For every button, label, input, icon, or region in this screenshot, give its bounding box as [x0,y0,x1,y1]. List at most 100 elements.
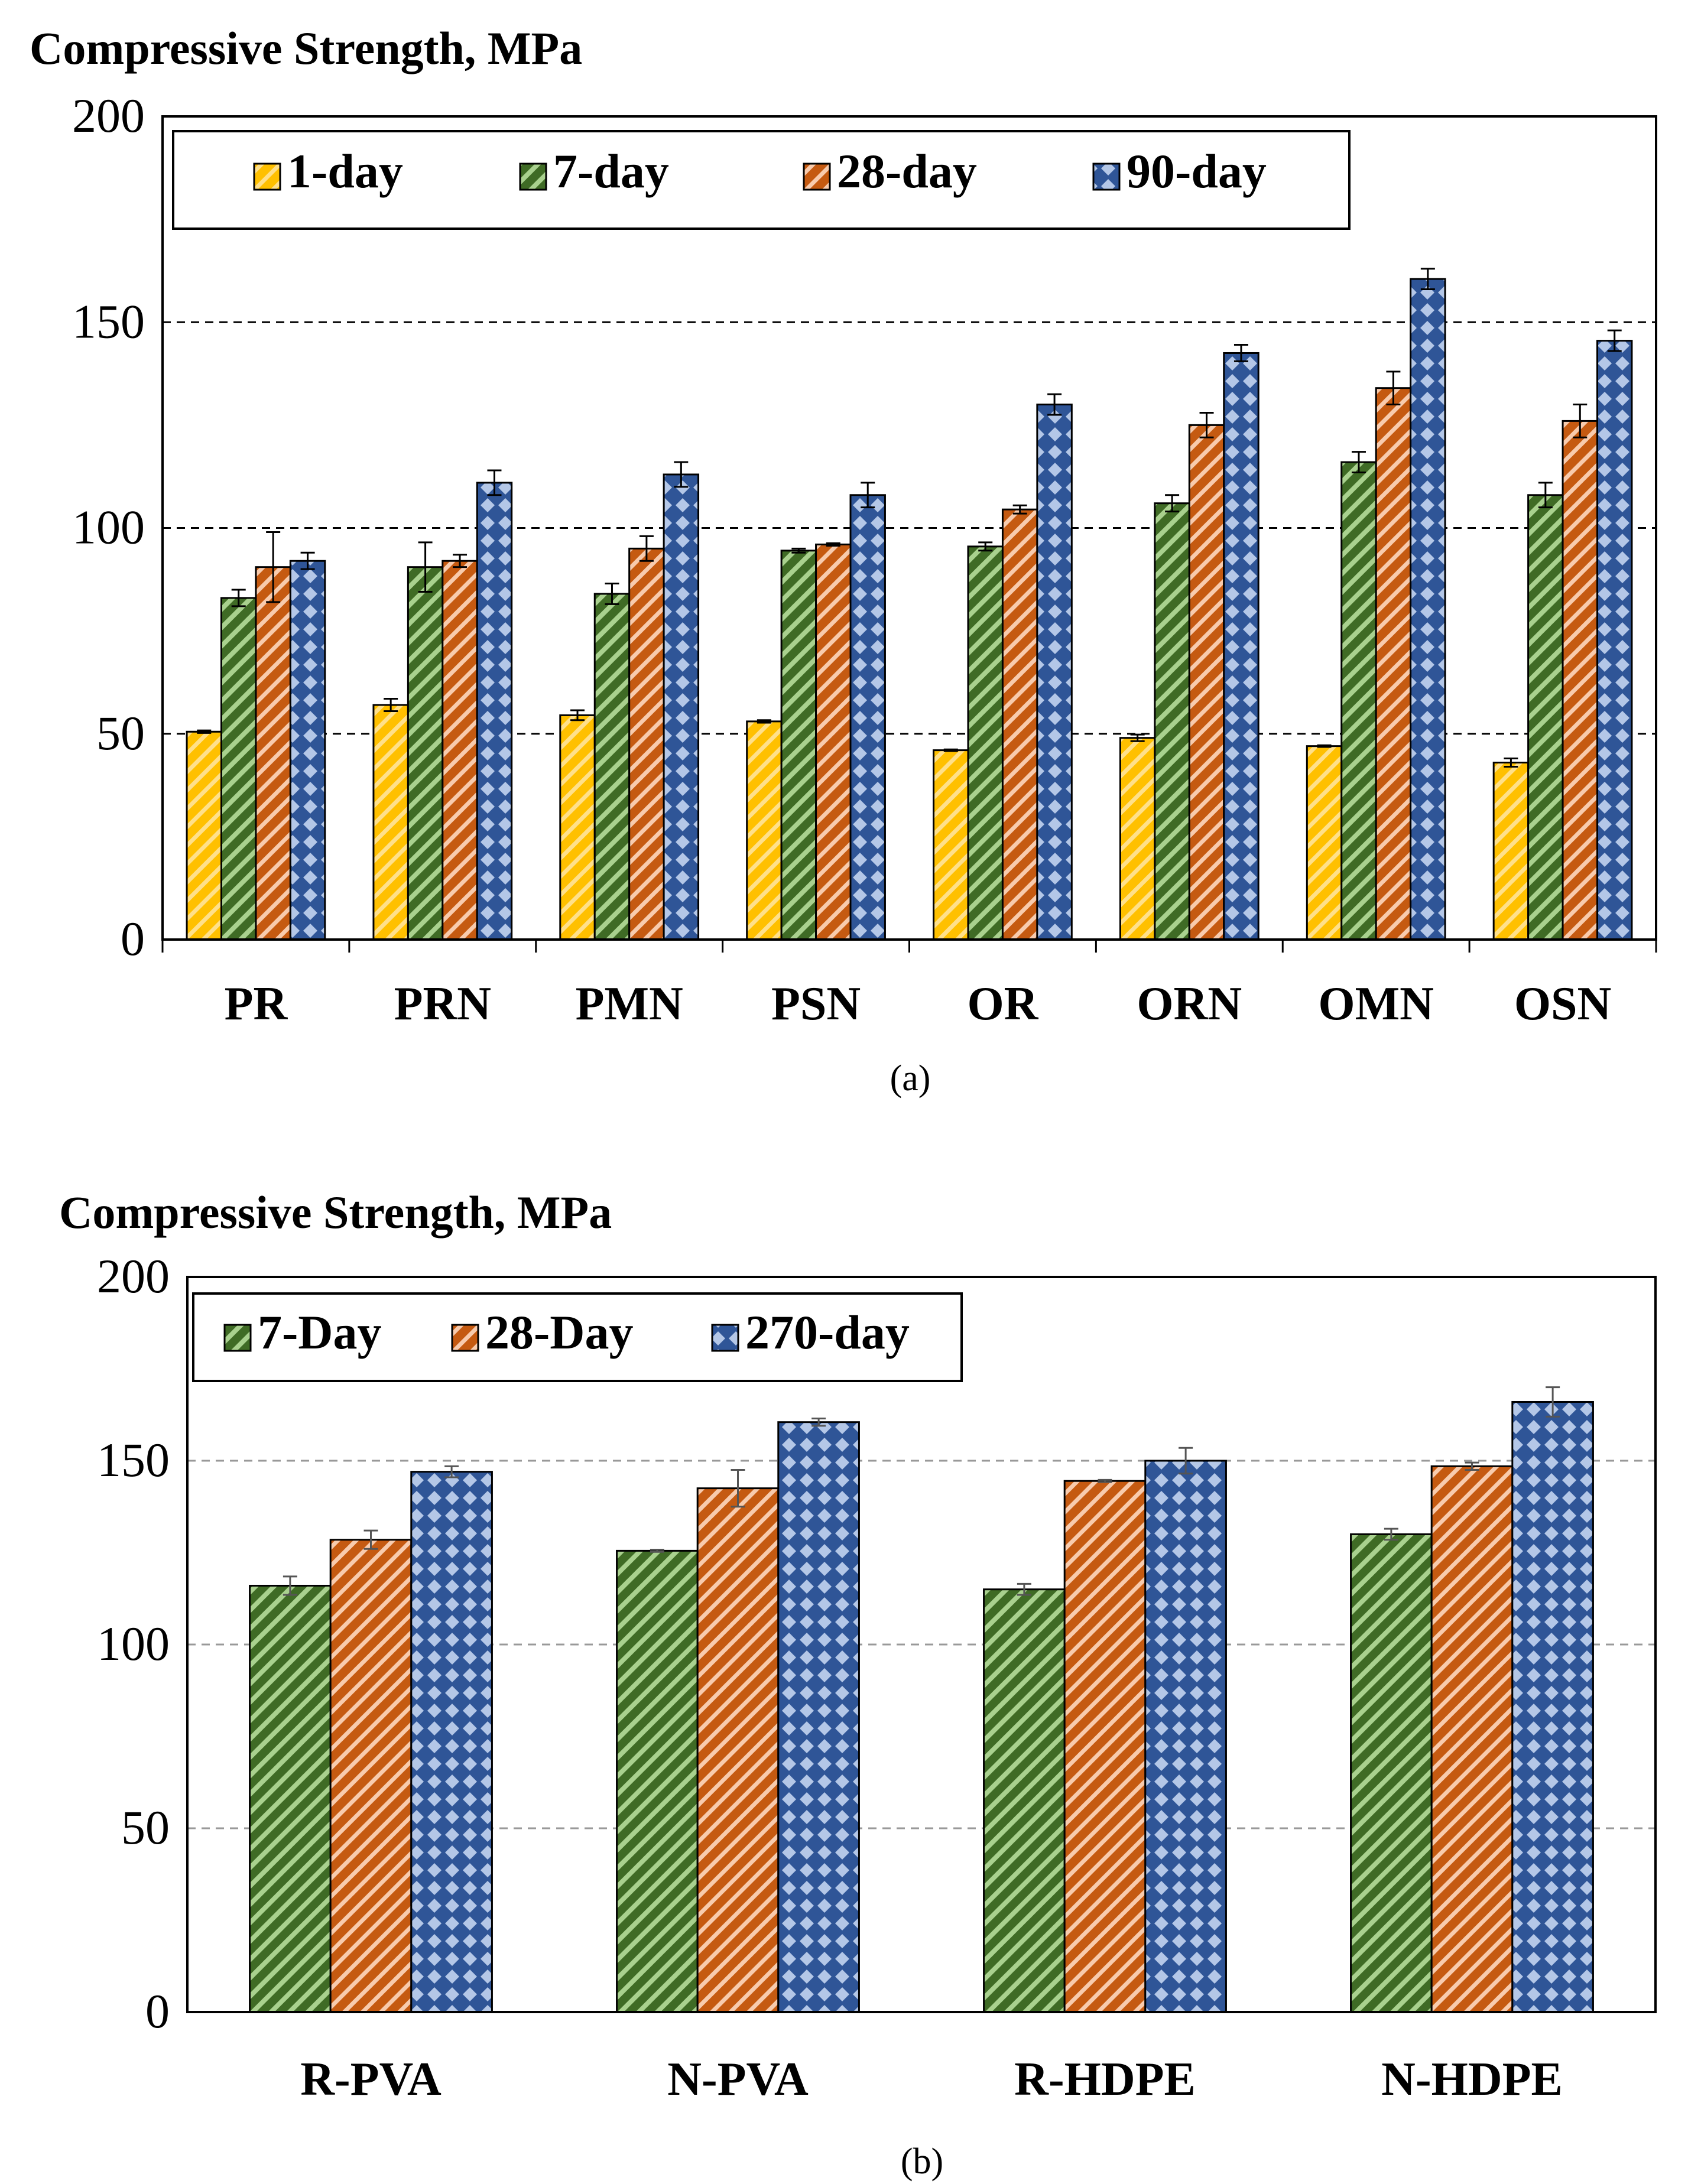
legend-swatch-28-day [451,1324,479,1352]
error-bar-or-28-day [1012,504,1027,515]
x-category-label-pr: PR [225,978,288,1030]
legend-label-270-day: 270-day [745,1305,910,1359]
x-category-label-pmn: PMN [576,978,683,1030]
error-bar-omn-90-day [1420,268,1435,291]
error-bar-n-hdpe-28-day [1465,1461,1479,1471]
bar-or-1-day [933,749,969,941]
y-tick-label-100: 100 [72,500,145,554]
legend-label-7-day: 7-Day [258,1305,382,1359]
chart-b-category-labels: R-PVA N-PVA R-HDPE N-HDPE [300,2053,1563,2105]
error-bar-or-7-day [978,541,993,552]
chart-a-x-ticks [161,940,1657,953]
bar-psn-90-day [849,494,886,941]
y-tick-label-150: 150 [97,1433,170,1487]
bar-psn-28-day [815,543,852,941]
y-tick-label-100: 100 [97,1617,170,1670]
error-bar-orn-90-day [1233,344,1248,362]
error-bar-orn-1-day [1130,733,1145,742]
bar-prn-90-day [476,482,513,941]
legend-label-28-day: 28-Day [485,1305,634,1359]
bar-r-pva-28-day [329,1539,413,2013]
bar-omn-7-day [1340,461,1377,941]
bar-n-pva-28-day [696,1487,780,2013]
y-tick-label-0: 0 [121,912,145,966]
error-bar-n-pva-28-day [731,1469,745,1508]
bar-n-hdpe-270-day [1511,1400,1594,2013]
error-bar-r-hdpe-270-day [1179,1447,1193,1475]
error-bar-n-hdpe-7-day [1384,1528,1398,1541]
chart-b-plot-border [186,1276,1657,2013]
legend-swatch-7-day [223,1324,252,1352]
error-bar-omn-7-day [1351,451,1366,473]
legend-swatch-90-day [1092,162,1121,191]
error-bar-psn-28-day [826,542,840,547]
bar-psn-1-day [746,720,783,941]
y-tick-label-50: 50 [96,706,145,760]
y-tick-label-50: 50 [121,1800,170,1854]
error-bar-prn-7-day [418,541,433,593]
error-bar-omn-28-day [1386,370,1401,406]
error-bar-r-pva-7-day [283,1575,297,1596]
error-bar-prn-1-day [384,698,398,712]
legend-entry-28-day: 28-day [803,144,977,198]
chart-a-legend: 1-day 7-day 28-day 90-day [172,130,1351,230]
chart-a-legend-box [172,130,1351,230]
bar-n-hdpe-7-day [1350,1533,1433,2013]
error-bar-n-pva-7-day [650,1549,664,1553]
error-bar-prn-90-day [487,469,502,496]
x-category-label-n-hdpe: N-HDPE [1381,2053,1563,2105]
chart-a-category-labels: PR PRN PMN PSN OR ORN OMN OSN [225,978,1612,1030]
bar-pr-1-day [186,730,223,941]
y-tick-label-150: 150 [72,294,145,348]
x-category-label-omn: OMN [1318,978,1434,1030]
legend-swatch-1-day [253,162,281,191]
bar-omn-90-day [1410,278,1446,941]
error-bar-psn-7-day [791,547,806,554]
bar-or-90-day [1036,404,1073,941]
bar-pmn-28-day [628,547,665,941]
chart-b-legend-box [192,1292,963,1382]
x-category-label-osn: OSN [1514,978,1612,1030]
x-category-label-or: OR [967,978,1038,1030]
legend-entry-90-day: 90-day [1092,144,1267,198]
error-bar-r-hdpe-28-day [1098,1478,1112,1483]
chart-b: Compressive Strength, MPa 0 50 100 150 200 R… [59,1187,1657,2182]
bar-orn-90-day [1223,352,1259,941]
chart-a-legend-entries: 1-day 7-day 28-day 90-day [253,144,1267,198]
error-bar-r-pva-270-day [444,1465,459,1478]
error-bar-pmn-90-day [674,461,689,488]
error-bar-pmn-1-day [570,709,585,722]
bar-n-hdpe-28-day [1430,1465,1514,2013]
error-bar-n-pva-270-day [811,1417,826,1427]
bar-r-hdpe-7-day [983,1588,1066,2013]
error-bar-or-1-day [943,748,958,752]
legend-entry-7-day: 7-day [519,144,669,198]
bar-r-pva-7-day [249,1584,332,2013]
bar-osn-28-day [1562,420,1598,941]
bar-pmn-7-day [593,593,631,941]
bar-osn-7-day [1527,494,1564,941]
legend-swatch-7-day [519,162,547,191]
error-bar-psn-90-day [861,482,875,509]
legend-label-7-day: 7-day [553,144,669,198]
chart-a-title: Compressive Strength, MPa [30,22,582,74]
bar-pr-28-day [255,566,291,941]
bar-n-pva-270-day [777,1421,860,2013]
error-bar-osn-7-day [1538,482,1553,509]
legend-label-1-day: 1-day [287,144,403,198]
error-bar-pr-28-day [266,531,281,603]
bar-osn-1-day [1492,762,1530,941]
legend-label-90-day: 90-day [1127,144,1267,198]
error-bar-r-pva-28-day [363,1529,378,1550]
bar-omn-1-day [1306,745,1343,941]
chart-b-title: Compressive Strength, MPa [59,1187,612,1238]
bar-or-7-day [967,545,1004,941]
error-bar-osn-28-day [1573,404,1588,438]
x-category-label-psn: PSN [771,978,861,1030]
chart-a-y-ticks: 0 50 100 150 200 [72,89,145,966]
error-bar-pr-1-day [197,729,212,734]
bar-or-28-day [1001,508,1038,941]
bar-pr-7-day [220,597,257,941]
legend-entry-270-day: 270-day [711,1305,910,1359]
error-bar-osn-1-day [1504,758,1518,768]
